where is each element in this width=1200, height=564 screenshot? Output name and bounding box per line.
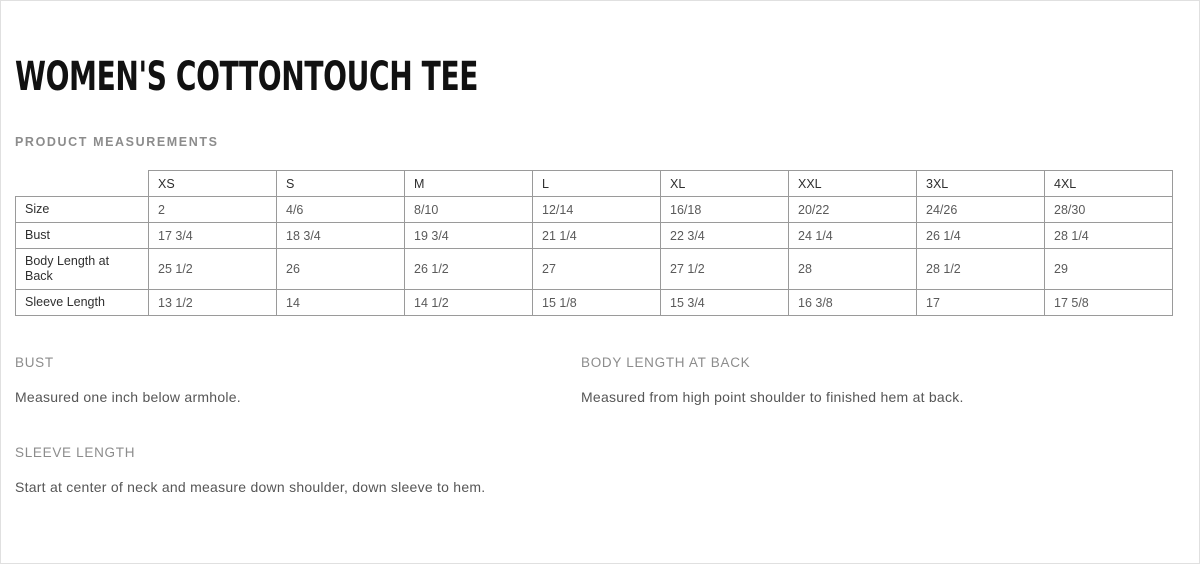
cell-bust-xxl: 24 1/4: [788, 222, 917, 249]
measurement-definitions: BUST Measured one inch below armhole. BO…: [15, 316, 1185, 502]
definition-title-body-length-at-back: BODY LENGTH AT BACK: [581, 355, 751, 370]
column-header-4xl: 4XL: [1044, 170, 1173, 197]
page-title: Women's Cottontouch Tee: [15, 54, 479, 100]
row-header-body-length-at-back: Body Length at Back: [15, 248, 149, 290]
table-head: XS S M L XL XXL 3XL 4XL: [16, 170, 1173, 197]
cell-sleeve-l: 15 1/8: [532, 289, 661, 316]
definition-bust: BUST Measured one inch below armhole.: [15, 354, 581, 412]
cell-bust-xs: 17 3/4: [148, 222, 277, 249]
column-header-m: M: [404, 170, 533, 197]
row-header-sleeve-length: Sleeve Length: [15, 289, 149, 316]
definition-text-bust: Measured one inch below armhole.: [15, 389, 241, 405]
row-header-size: Size: [15, 196, 149, 223]
cell-size-l: 12/14: [532, 196, 661, 223]
cell-size-s: 4/6: [276, 196, 405, 223]
cell-body-length-s: 26: [276, 248, 405, 290]
cell-bust-m: 19 3/4: [404, 222, 533, 249]
definition-spacer: [581, 444, 1147, 502]
definition-row-2: SLEEVE LENGTH Start at center of neck an…: [15, 444, 1185, 502]
cell-bust-4xl: 28 1/4: [1044, 222, 1173, 249]
cell-body-length-l: 27: [532, 248, 661, 290]
product-measurements-heading: PRODUCT MEASUREMENTS: [15, 135, 219, 149]
cell-bust-xl: 22 3/4: [660, 222, 789, 249]
cell-sleeve-s: 14: [276, 289, 405, 316]
row-header-bust: Bust: [15, 222, 149, 249]
definition-sleeve-length: SLEEVE LENGTH Start at center of neck an…: [15, 444, 581, 502]
cell-body-length-xxl: 28: [788, 248, 917, 290]
cell-sleeve-m: 14 1/2: [404, 289, 533, 316]
definition-text-body-length-at-back: Measured from high point shoulder to fin…: [581, 389, 964, 405]
cell-bust-l: 21 1/4: [532, 222, 661, 249]
table-row-body-length-at-back: Body Length at Back 25 1/2 26 26 1/2 27 …: [15, 248, 1173, 290]
cell-sleeve-xs: 13 1/2: [148, 289, 277, 316]
cell-body-length-xs: 25 1/2: [148, 248, 277, 290]
cell-bust-s: 18 3/4: [276, 222, 405, 249]
cell-body-length-xl: 27 1/2: [660, 248, 789, 290]
cell-size-xxl: 20/22: [788, 196, 917, 223]
table-row-sleeve-length: Sleeve Length 13 1/2 14 14 1/2 15 1/8 15…: [15, 289, 1173, 316]
cell-size-xl: 16/18: [660, 196, 789, 223]
cell-body-length-3xl: 28 1/2: [916, 248, 1045, 290]
column-header-l: L: [532, 170, 661, 197]
cell-sleeve-4xl: 17 5/8: [1044, 289, 1173, 316]
definition-row-1: BUST Measured one inch below armhole. BO…: [15, 354, 1185, 412]
table-corner-cell: [16, 171, 149, 197]
table-header-row: XS S M L XL XXL 3XL 4XL: [16, 170, 1173, 197]
cell-sleeve-3xl: 17: [916, 289, 1045, 316]
cell-body-length-4xl: 29: [1044, 248, 1173, 290]
table-row-size: Size 2 4/6 8/10 12/14 16/18 20/22 24/26 …: [15, 196, 1173, 223]
table-row-bust: Bust 17 3/4 18 3/4 19 3/4 21 1/4 22 3/4 …: [15, 222, 1173, 249]
definition-title-bust: BUST: [15, 355, 54, 370]
table-body: Size 2 4/6 8/10 12/14 16/18 20/22 24/26 …: [15, 196, 1173, 316]
cell-size-3xl: 24/26: [916, 196, 1045, 223]
definition-text-sleeve-length: Start at center of neck and measure down…: [15, 479, 486, 495]
cell-bust-3xl: 26 1/4: [916, 222, 1045, 249]
column-header-s: S: [276, 170, 405, 197]
cell-size-4xl: 28/30: [1044, 196, 1173, 223]
cell-sleeve-xxl: 16 3/8: [788, 289, 917, 316]
cell-body-length-m: 26 1/2: [404, 248, 533, 290]
cell-size-xs: 2: [148, 196, 277, 223]
definition-title-sleeve-length: SLEEVE LENGTH: [15, 445, 136, 460]
definition-body-length-at-back: BODY LENGTH AT BACK Measured from high p…: [581, 354, 1147, 412]
cell-sleeve-xl: 15 3/4: [660, 289, 789, 316]
column-header-xs: XS: [148, 170, 277, 197]
cell-size-m: 8/10: [404, 196, 533, 223]
product-measurements-table: XS S M L XL XXL 3XL 4XL Size 2 4/6: [15, 170, 1173, 316]
column-header-xl: XL: [660, 170, 789, 197]
measurements-table-container: XS S M L XL XXL 3XL 4XL Size 2 4/6: [15, 149, 1185, 316]
column-header-3xl: 3XL: [916, 170, 1045, 197]
column-header-xxl: XXL: [788, 170, 917, 197]
